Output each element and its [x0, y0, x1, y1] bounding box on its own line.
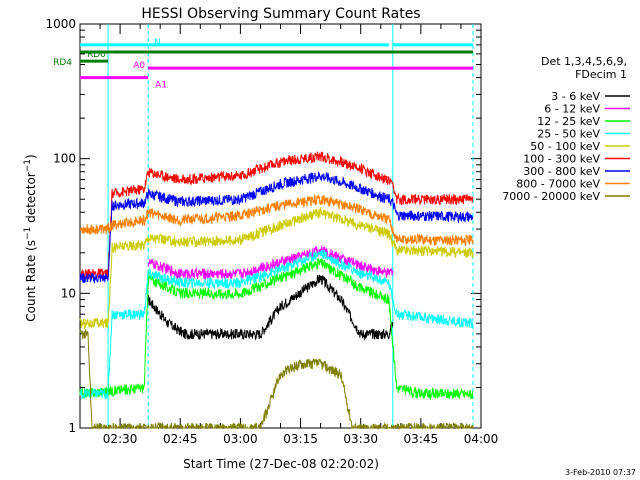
series-line-4: [79, 206, 474, 330]
plot-area: 1 10 100 1000 02:30 02:45 03:00 03:15 03:30 03:45…: [45, 17, 498, 446]
series-line-0: [147, 274, 394, 341]
series-line-2: [79, 258, 474, 401]
legend-header: Det 1,3,4,5,6,9,: [541, 55, 627, 68]
flag-label: RD4: [53, 58, 72, 68]
series-line-3: [79, 249, 474, 400]
flag-label: A0: [133, 61, 145, 71]
legend-label: 25 - 50 keV: [537, 128, 600, 141]
x-tick-label: 02:30: [103, 432, 138, 446]
y-tick-label: 10: [61, 286, 76, 300]
y-tick-label: 1: [68, 421, 76, 435]
series-line-5: [79, 151, 474, 280]
legend-label: 3 - 6 keV: [551, 90, 600, 103]
legend-label: 300 - 800 keV: [523, 165, 600, 178]
x-tick-label: 02:45: [163, 432, 198, 446]
x-tick-label: 04:00: [464, 432, 499, 446]
flag-label: A1: [155, 81, 167, 91]
y-axis-label: Count Rate (s−1 detector−1): [23, 154, 38, 321]
y-tick-label: 100: [53, 152, 76, 166]
flag-label: N: [154, 38, 161, 48]
legend-label: 50 - 100 keV: [530, 140, 600, 153]
legend-label: 800 - 7000 keV: [516, 178, 600, 191]
timestamp-footer: 3-Feb-2010 07:37: [565, 468, 636, 477]
x-tick-label: 03:30: [343, 432, 378, 446]
legend-label: 100 - 300 keV: [523, 153, 600, 166]
legend-label: 6 - 12 keV: [544, 103, 600, 116]
series-line-7: [79, 194, 474, 247]
series-line-1: [147, 245, 394, 281]
legend-header: FDecim 1: [575, 68, 627, 81]
x-tick-label: 03:45: [404, 432, 439, 446]
x-tick-label: 03:00: [223, 432, 258, 446]
legend-label: 7000 - 20000 keV: [502, 190, 600, 203]
flag-label: RD0: [87, 50, 106, 60]
legend-label: 12 - 25 keV: [537, 115, 600, 128]
chart-title: HESSI Observing Summary Count Rates: [141, 6, 420, 22]
series-line-6: [79, 171, 474, 284]
y-tick-label: 1000: [45, 17, 76, 31]
x-axis-label: Start Time (27-Dec-08 02:20:02): [183, 457, 379, 471]
series-line-8: [79, 329, 474, 430]
x-tick-label: 03:15: [283, 432, 318, 446]
